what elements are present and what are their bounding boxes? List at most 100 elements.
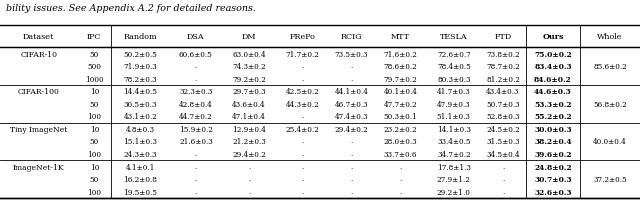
Text: 14.1±0.3: 14.1±0.3 [437,125,471,133]
Text: ·: · [195,163,197,171]
Text: 29.4±0.2: 29.4±0.2 [335,125,368,133]
Text: 33.4±0.5: 33.4±0.5 [437,138,470,146]
Text: ·: · [350,138,353,146]
Text: 100: 100 [87,150,101,158]
Text: 41.7±0.3: 41.7±0.3 [437,88,470,96]
Text: 71.6±0.2: 71.6±0.2 [383,50,417,58]
Text: Ours: Ours [542,33,564,41]
Text: 63.0±0.4: 63.0±0.4 [232,50,266,58]
Text: 71.7±0.2: 71.7±0.2 [285,50,319,58]
Text: 21.6±0.3: 21.6±0.3 [179,138,212,146]
Text: FTD: FTD [494,33,511,41]
Text: 37.2±0.5: 37.2±0.5 [593,175,627,183]
Text: 73.5±0.3: 73.5±0.3 [335,50,368,58]
Text: ·: · [301,75,303,83]
Text: ImageNet-1K: ImageNet-1K [13,163,65,171]
Text: 19.5±0.5: 19.5±0.5 [124,188,157,196]
Text: ·: · [502,175,504,183]
Text: 4.1±0.1: 4.1±0.1 [125,163,155,171]
Text: 500: 500 [88,63,101,71]
Text: 100: 100 [87,188,101,196]
Text: 12.9±0.4: 12.9±0.4 [232,125,266,133]
Text: ·: · [399,163,402,171]
Text: ·: · [248,188,250,196]
Text: 23.2±0.2: 23.2±0.2 [384,125,417,133]
Text: 78.2±0.3: 78.2±0.3 [124,75,157,83]
Text: 83.4±0.3: 83.4±0.3 [534,63,572,71]
Text: 16.2±0.8: 16.2±0.8 [124,175,157,183]
Text: 17.8±1.3: 17.8±1.3 [437,163,471,171]
Text: 78.6±0.2: 78.6±0.2 [384,63,417,71]
Text: DM: DM [242,33,256,41]
Text: DSA: DSA [187,33,205,41]
Text: ·: · [301,113,303,121]
Text: ·: · [248,163,250,171]
Text: ·: · [399,188,402,196]
Text: 40.0±0.4: 40.0±0.4 [593,138,627,146]
Text: ·: · [195,150,197,158]
Text: 24.3±0.3: 24.3±0.3 [124,150,157,158]
Text: ·: · [195,175,197,183]
Text: 52.8±0.3: 52.8±0.3 [486,113,520,121]
Text: 29.4±0.2: 29.4±0.2 [232,150,266,158]
Text: 25.4±0.2: 25.4±0.2 [285,125,319,133]
Text: 30.7±0.3: 30.7±0.3 [534,175,572,183]
Text: 74.3±0.2: 74.3±0.2 [232,63,266,71]
Text: 100: 100 [87,113,101,121]
Text: 10: 10 [90,125,99,133]
Text: 24.8±0.2: 24.8±0.2 [534,163,572,171]
Text: 53.3±0.2: 53.3±0.2 [534,100,572,108]
Text: 44.7±0.2: 44.7±0.2 [179,113,212,121]
Text: MTT: MTT [391,33,410,41]
Text: 50.7±0.3: 50.7±0.3 [486,100,520,108]
Text: 50: 50 [90,100,99,108]
Text: 21.2±0.3: 21.2±0.3 [232,138,266,146]
Text: Whole: Whole [597,33,623,41]
Text: 50: 50 [90,50,99,58]
Text: 80.3±0.3: 80.3±0.3 [437,75,470,83]
Text: 10: 10 [90,88,99,96]
Text: 32.3±0.3: 32.3±0.3 [179,88,212,96]
Text: 29.2±1.0: 29.2±1.0 [437,188,471,196]
Text: 50: 50 [90,138,99,146]
Text: TESLA: TESLA [440,33,468,41]
Text: Tiny ImageNet: Tiny ImageNet [10,125,67,133]
Text: 43.4±0.3: 43.4±0.3 [486,88,520,96]
Text: 43.1±0.2: 43.1±0.2 [124,113,157,121]
Text: 31.5±0.3: 31.5±0.3 [486,138,520,146]
Text: 75.0±0.2: 75.0±0.2 [534,50,572,58]
Text: 42.8±0.4: 42.8±0.4 [179,100,212,108]
Text: ·: · [502,188,504,196]
Text: 78.7±0.2: 78.7±0.2 [486,63,520,71]
Text: 32.6±0.3: 32.6±0.3 [534,188,572,196]
Text: ·: · [301,188,303,196]
Text: 50.2±0.5: 50.2±0.5 [124,50,157,58]
Text: 50.3±0.1: 50.3±0.1 [384,113,417,121]
Text: 81.2±0.2: 81.2±0.2 [486,75,520,83]
Text: FRePo: FRePo [289,33,316,41]
Text: ·: · [301,138,303,146]
Text: 44.1±0.4: 44.1±0.4 [335,88,369,96]
Text: ·: · [195,63,197,71]
Text: 71.9±0.3: 71.9±0.3 [124,63,157,71]
Text: 51.1±0.3: 51.1±0.3 [437,113,471,121]
Text: ·: · [301,63,303,71]
Text: 79.7±0.2: 79.7±0.2 [384,75,417,83]
Text: 79.2±0.2: 79.2±0.2 [232,75,266,83]
Text: 34.7±0.2: 34.7±0.2 [437,150,470,158]
Text: 10: 10 [90,163,99,171]
Text: RCIG: RCIG [340,33,362,41]
Text: 46.7±0.3: 46.7±0.3 [335,100,368,108]
Text: 84.6±0.2: 84.6±0.2 [534,75,572,83]
Text: 85.6±0.2: 85.6±0.2 [593,63,627,71]
Text: Random: Random [124,33,157,41]
Text: 24.5±0.2: 24.5±0.2 [486,125,520,133]
Text: 73.8±0.2: 73.8±0.2 [486,50,520,58]
Text: ·: · [350,63,353,71]
Text: bility issues. See Appendix A.2 for detailed reasons.: bility issues. See Appendix A.2 for deta… [6,4,256,13]
Text: ·: · [301,175,303,183]
Text: 47.9±0.3: 47.9±0.3 [437,100,470,108]
Text: CIFAR-100: CIFAR-100 [18,88,60,96]
Text: ·: · [248,175,250,183]
Text: 43.6±0.4: 43.6±0.4 [232,100,266,108]
